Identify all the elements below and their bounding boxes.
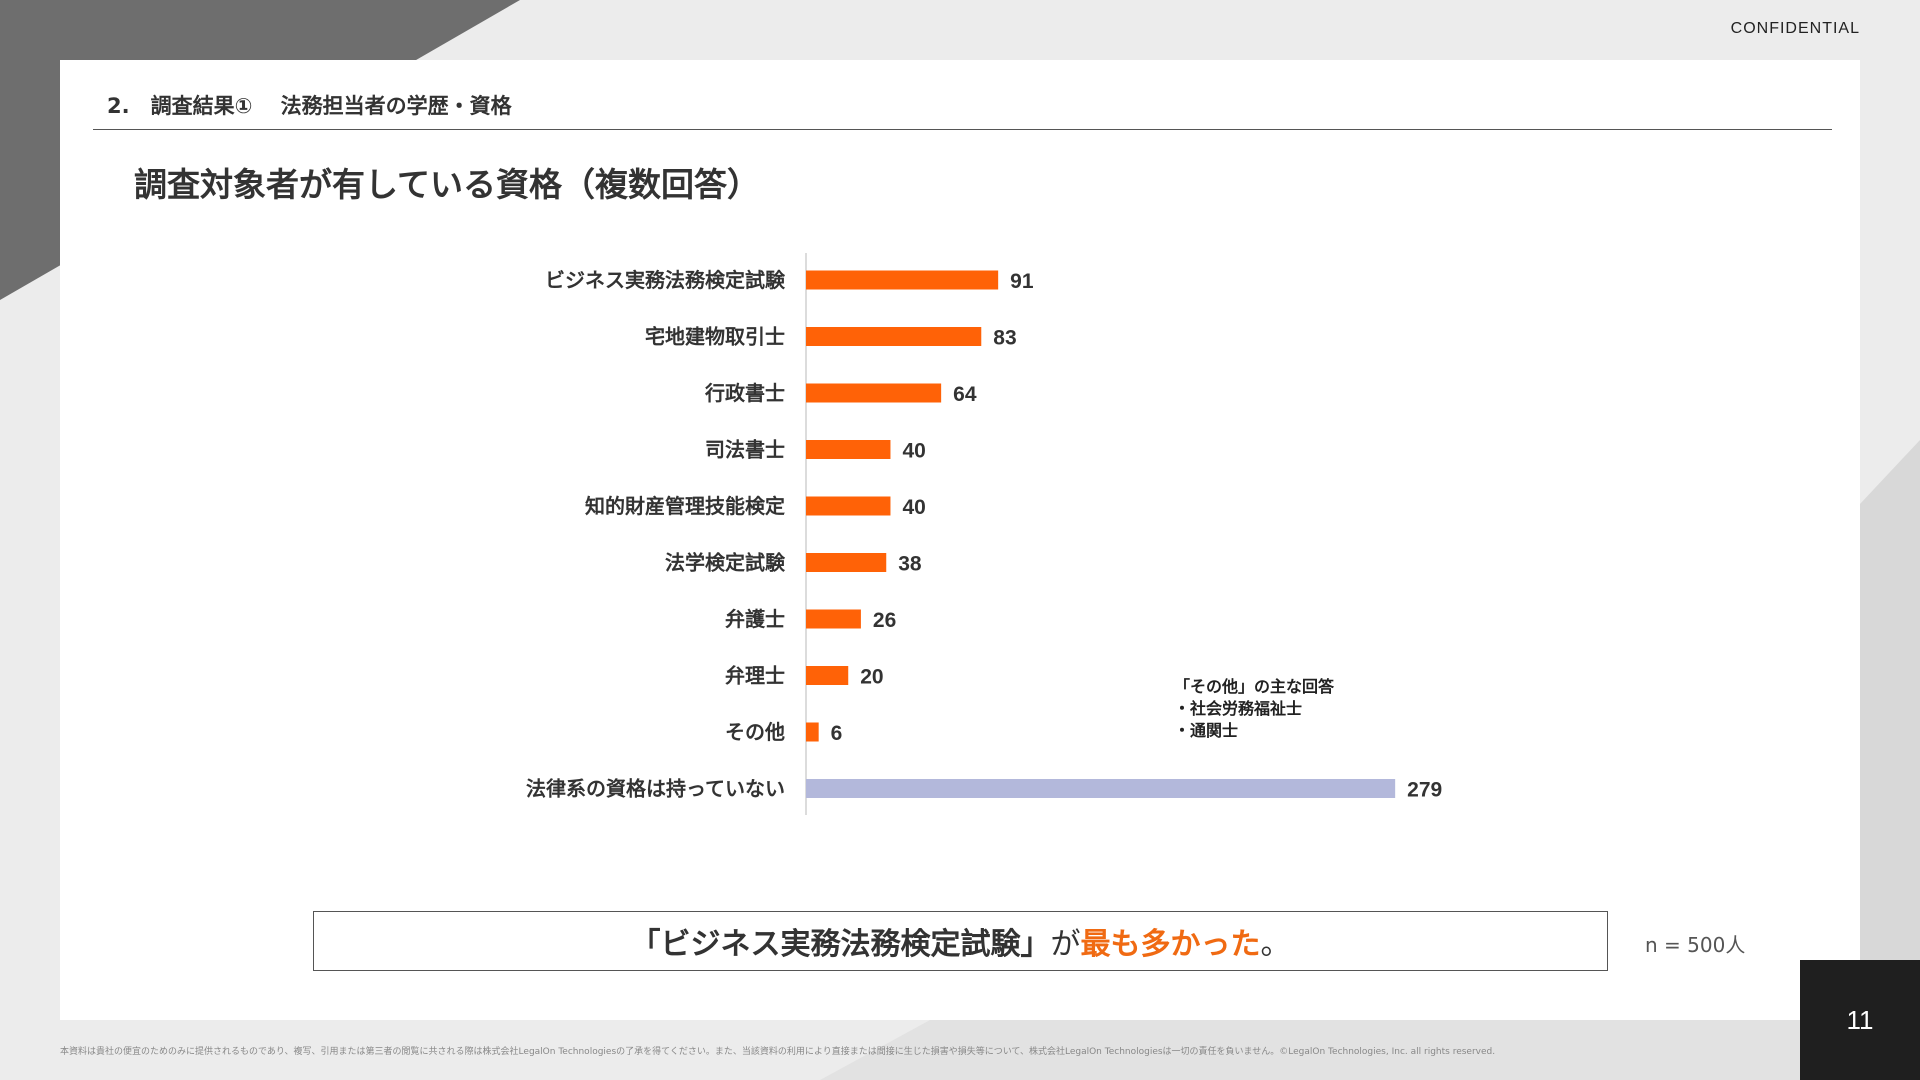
bottom-decoration (820, 1020, 1920, 1080)
summary-end: 。 (1260, 927, 1291, 962)
sample-size: n = 500人 (1645, 933, 1746, 957)
section-header: 2. 調査結果① 法務担当者の学歴・資格 (107, 94, 512, 118)
callout-item: ・通関士 (1174, 721, 1239, 740)
summary-open-bracket: 「 (630, 927, 661, 962)
callout-title: 「その他」の主な回答 (1174, 677, 1335, 696)
summary-emphasis: ビジネス実務法務検定試験 (660, 927, 1021, 962)
slide-panel (60, 60, 1860, 1020)
summary-close-bracket: 」 (1020, 927, 1051, 962)
page-number: 11 (1800, 960, 1920, 1080)
summary-box: 「 ビジネス実務法務検定試験 」 が 最も多かった 。 (313, 911, 1608, 971)
callout-item: ・社会労務福祉士 (1174, 699, 1303, 718)
summary-particle: が (1050, 927, 1081, 962)
other-answers-callout: 「その他」の主な回答 ・社会労務福祉士 ・通関士 (1174, 676, 1334, 742)
summary-highlight: 最も多かった (1080, 927, 1261, 962)
footer-disclaimer: 本資料は貴社の便宜のためのみに提供されるものであり、複写、引用または第三者の閲覧… (60, 1047, 1496, 1057)
section-divider (93, 129, 1832, 130)
slide-title: 調査対象者が有している資格（複数回答） (134, 165, 761, 204)
confidential-label: CONFIDENTIAL (1730, 20, 1860, 37)
